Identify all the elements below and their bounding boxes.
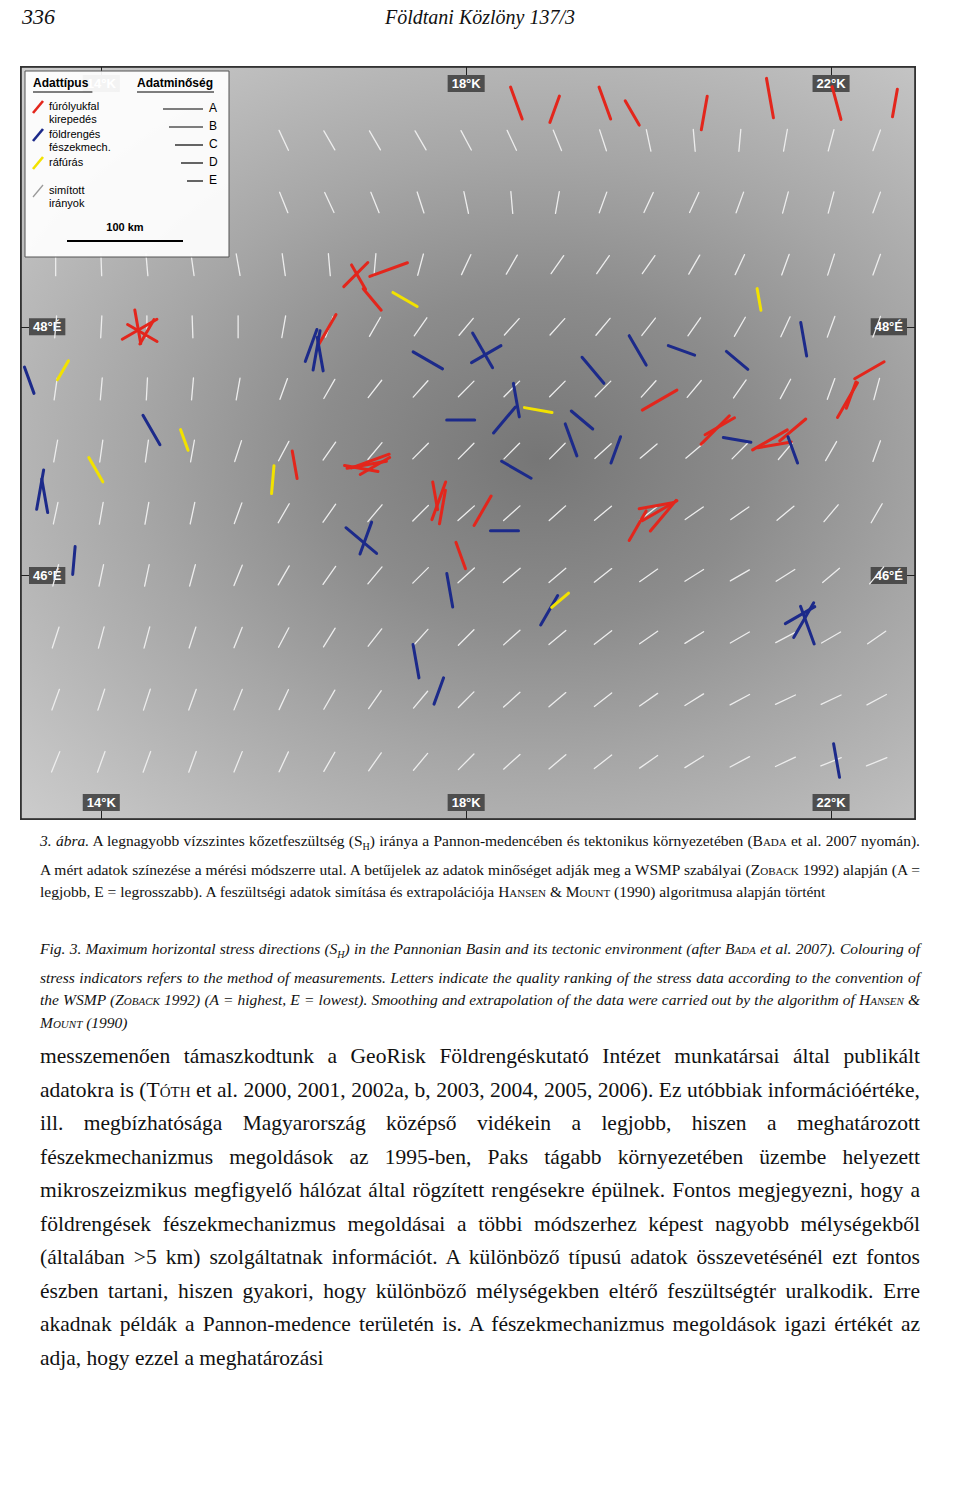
svg-text:B: B [209,119,217,133]
svg-text:Adatminőség: Adatminőség [137,76,213,90]
html-text:336: 336 [22,4,55,29]
svg-text:A: A [209,101,217,115]
svg-text:simított: simított [49,184,88,196]
svg-text:22°K: 22°K [817,795,847,810]
svg-text:kirepedés: kirepedés [49,113,97,125]
svg-text:46°É: 46°É [875,568,904,583]
svg-text:100 km: 100 km [106,221,144,233]
svg-text:D: D [209,155,218,169]
svg-text:46°É: 46°É [33,567,62,583]
svg-text:18°K: 18°K [452,76,482,91]
svg-text:18°K: 18°K [452,795,482,810]
html-text:Fig. 3. Maximum horizontal str: Fig. 3. Maximum horizontal stress direct… [40,940,920,1009]
svg-text:fészekmech.: fészekmech. [49,141,111,153]
svg-text:22°K: 22°K [816,76,846,91]
svg-text:E: E [209,173,217,187]
svg-text:14°K: 14°K [87,795,117,810]
svg-text:irányok: irányok [49,197,85,209]
svg-text:Adattípus: Adattípus [33,76,89,90]
html-text:Mount (1990): Mount (1990) [40,1013,128,1031]
html-text:messzemenően támaszkodtunk a G: messzemenően támaszkodtunk a GeoRisk Föl… [40,1044,920,1370]
svg-text:ráfúrás: ráfúrás [49,156,84,168]
svg-text:48°É: 48°É [874,319,903,335]
html-text:Földtani Közlöny 137/3: Földtani Közlöny 137/3 [385,6,575,28]
svg-text:C: C [209,137,218,151]
svg-text:földrengés: földrengés [49,128,103,140]
html-text:3. ábra. A legnagyobb vízszint: 3. ábra. A legnagyobb vízszintes kőzetfe… [40,832,920,901]
svg-text:48°É: 48°É [33,319,62,334]
svg-text:fúrólyukfal: fúrólyukfal [49,100,102,112]
